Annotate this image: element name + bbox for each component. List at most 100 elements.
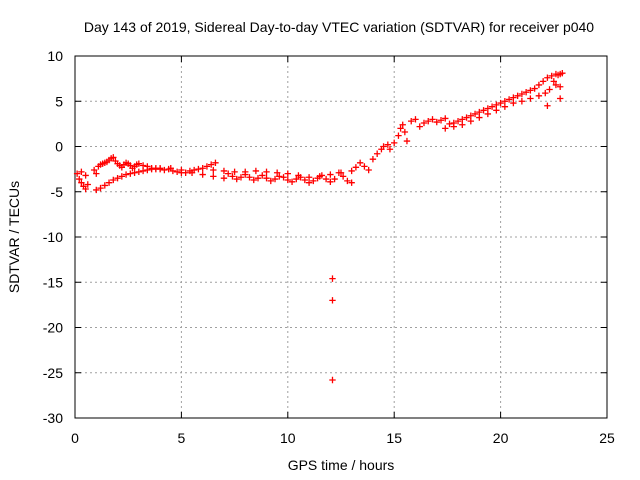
- data-point: [429, 116, 436, 123]
- y-tick-label: -20: [43, 320, 63, 336]
- data-series: [73, 69, 566, 384]
- x-tick-label: 0: [71, 430, 79, 446]
- data-point: [288, 178, 296, 185]
- data-point: [188, 169, 196, 176]
- y-tick-label: 5: [55, 93, 63, 109]
- data-point: [501, 98, 509, 105]
- data-point: [527, 87, 534, 94]
- data-point: [433, 118, 440, 126]
- data-point: [93, 170, 100, 177]
- data-point: [263, 174, 270, 182]
- data-point: [459, 116, 466, 123]
- data-point: [454, 117, 462, 125]
- data-point: [144, 166, 151, 174]
- data-point: [518, 90, 526, 98]
- data-point: [488, 103, 496, 110]
- data-point: [476, 114, 483, 121]
- data-point: [293, 175, 300, 183]
- data-point: [199, 171, 206, 178]
- data-point: [401, 128, 409, 136]
- data-point: [337, 169, 345, 176]
- data-point: [310, 177, 317, 185]
- data-point: [78, 168, 85, 176]
- data-point: [84, 181, 91, 188]
- data-point: [250, 176, 257, 184]
- data-point: [484, 110, 492, 118]
- data-point: [352, 164, 360, 171]
- y-tick-label: 0: [55, 139, 63, 155]
- data-point: [497, 99, 504, 107]
- data-point: [544, 74, 551, 81]
- data-point: [242, 168, 249, 176]
- data-point: [210, 166, 217, 174]
- data-point: [101, 182, 108, 189]
- data-point: [110, 154, 117, 161]
- data-point: [554, 71, 562, 79]
- data-point: [369, 155, 377, 163]
- data-point: [152, 165, 160, 173]
- data-point: [365, 166, 372, 174]
- data-point: [76, 175, 83, 183]
- data-point: [135, 160, 143, 167]
- y-axis-label: SDTVAR / TECUs: [6, 181, 22, 293]
- data-point: [550, 78, 557, 85]
- data-point: [344, 177, 351, 185]
- y-tick-label: -10: [43, 229, 63, 245]
- data-point: [173, 168, 181, 176]
- data-point: [212, 159, 219, 166]
- data-point: [403, 137, 411, 145]
- data-point: [78, 179, 85, 186]
- data-point: [518, 98, 526, 105]
- data-point: [167, 165, 174, 172]
- data-point: [531, 85, 538, 92]
- data-point: [139, 167, 147, 175]
- data-point: [229, 173, 236, 180]
- data-point: [552, 81, 560, 89]
- data-point: [476, 108, 483, 116]
- data-point: [271, 175, 279, 183]
- data-point: [559, 69, 566, 77]
- data-point: [178, 166, 185, 174]
- data-point: [231, 168, 238, 176]
- data-point: [510, 99, 517, 107]
- data-point: [339, 173, 347, 180]
- y-tick-label: -25: [43, 365, 63, 381]
- data-point: [131, 169, 138, 176]
- data-point: [484, 105, 492, 112]
- data-point: [322, 175, 330, 183]
- data-point: [539, 78, 547, 85]
- data-point: [467, 117, 475, 125]
- grid-lines: [75, 56, 607, 418]
- data-point: [416, 123, 423, 130]
- data-point: [110, 176, 117, 184]
- data-point: [467, 112, 475, 119]
- data-point: [480, 107, 487, 114]
- data-point: [182, 169, 189, 176]
- data-point: [82, 185, 89, 193]
- data-point: [510, 94, 517, 101]
- data-point: [280, 174, 287, 181]
- data-point: [348, 179, 355, 186]
- data-point: [522, 89, 530, 96]
- data-point: [284, 176, 291, 184]
- data-point: [135, 168, 143, 176]
- data-point: [295, 172, 302, 179]
- data-point: [220, 174, 228, 182]
- data-point: [450, 123, 457, 130]
- data-point: [556, 83, 564, 90]
- data-point: [327, 178, 334, 185]
- data-point: [225, 170, 232, 177]
- data-point: [139, 162, 147, 169]
- data-point: [425, 117, 432, 125]
- chart-title: Day 143 of 2019, Sidereal Day-to-day VTE…: [84, 19, 594, 35]
- data-point: [237, 174, 245, 181]
- data-point: [542, 89, 549, 97]
- data-point: [442, 115, 449, 122]
- data-point: [122, 171, 130, 178]
- data-point: [82, 172, 89, 179]
- data-point: [252, 167, 260, 175]
- data-point: [384, 141, 392, 148]
- data-point: [356, 159, 364, 166]
- data-point: [459, 121, 466, 128]
